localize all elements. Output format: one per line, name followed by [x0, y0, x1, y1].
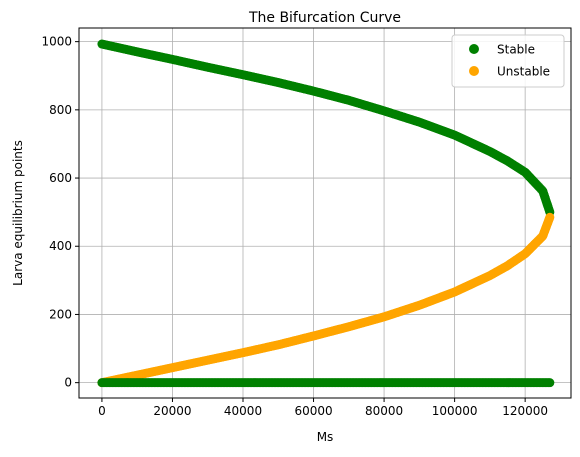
chart-title: The Bifurcation Curve	[248, 10, 401, 26]
x-tick-label: 60000	[294, 404, 332, 418]
y-tick-label: 800	[49, 103, 72, 117]
series-unstable	[97, 213, 554, 387]
x-axis-label: Ms	[317, 430, 334, 444]
x-tick-label: 80000	[365, 404, 403, 418]
y-tick-label: 600	[49, 171, 72, 185]
y-tick-label: 1000	[41, 35, 72, 49]
y-tick-label: 0	[64, 376, 72, 390]
legend: Stable Unstable	[452, 35, 564, 87]
series	[97, 40, 554, 388]
series-zero-branch	[97, 378, 554, 387]
x-tick-label: 120000	[502, 404, 548, 418]
x-tick-label: 20000	[153, 404, 191, 418]
legend-label: Unstable	[497, 65, 550, 79]
ticks: 0 20000 40000 60000 80000 100000 120000 0 200 400…	[41, 35, 548, 418]
y-tick-label: 200	[49, 307, 72, 321]
legend-marker	[469, 66, 479, 76]
x-tick-label: 0	[98, 404, 106, 418]
data-point	[545, 378, 554, 387]
legend-marker	[469, 44, 479, 54]
y-axis-label: Larva equilibrium points	[11, 140, 25, 286]
data-point	[545, 213, 554, 222]
x-tick-label: 100000	[432, 404, 478, 418]
legend-label: Stable	[497, 43, 535, 57]
x-tick-label: 40000	[224, 404, 262, 418]
y-tick-label: 400	[49, 239, 72, 253]
